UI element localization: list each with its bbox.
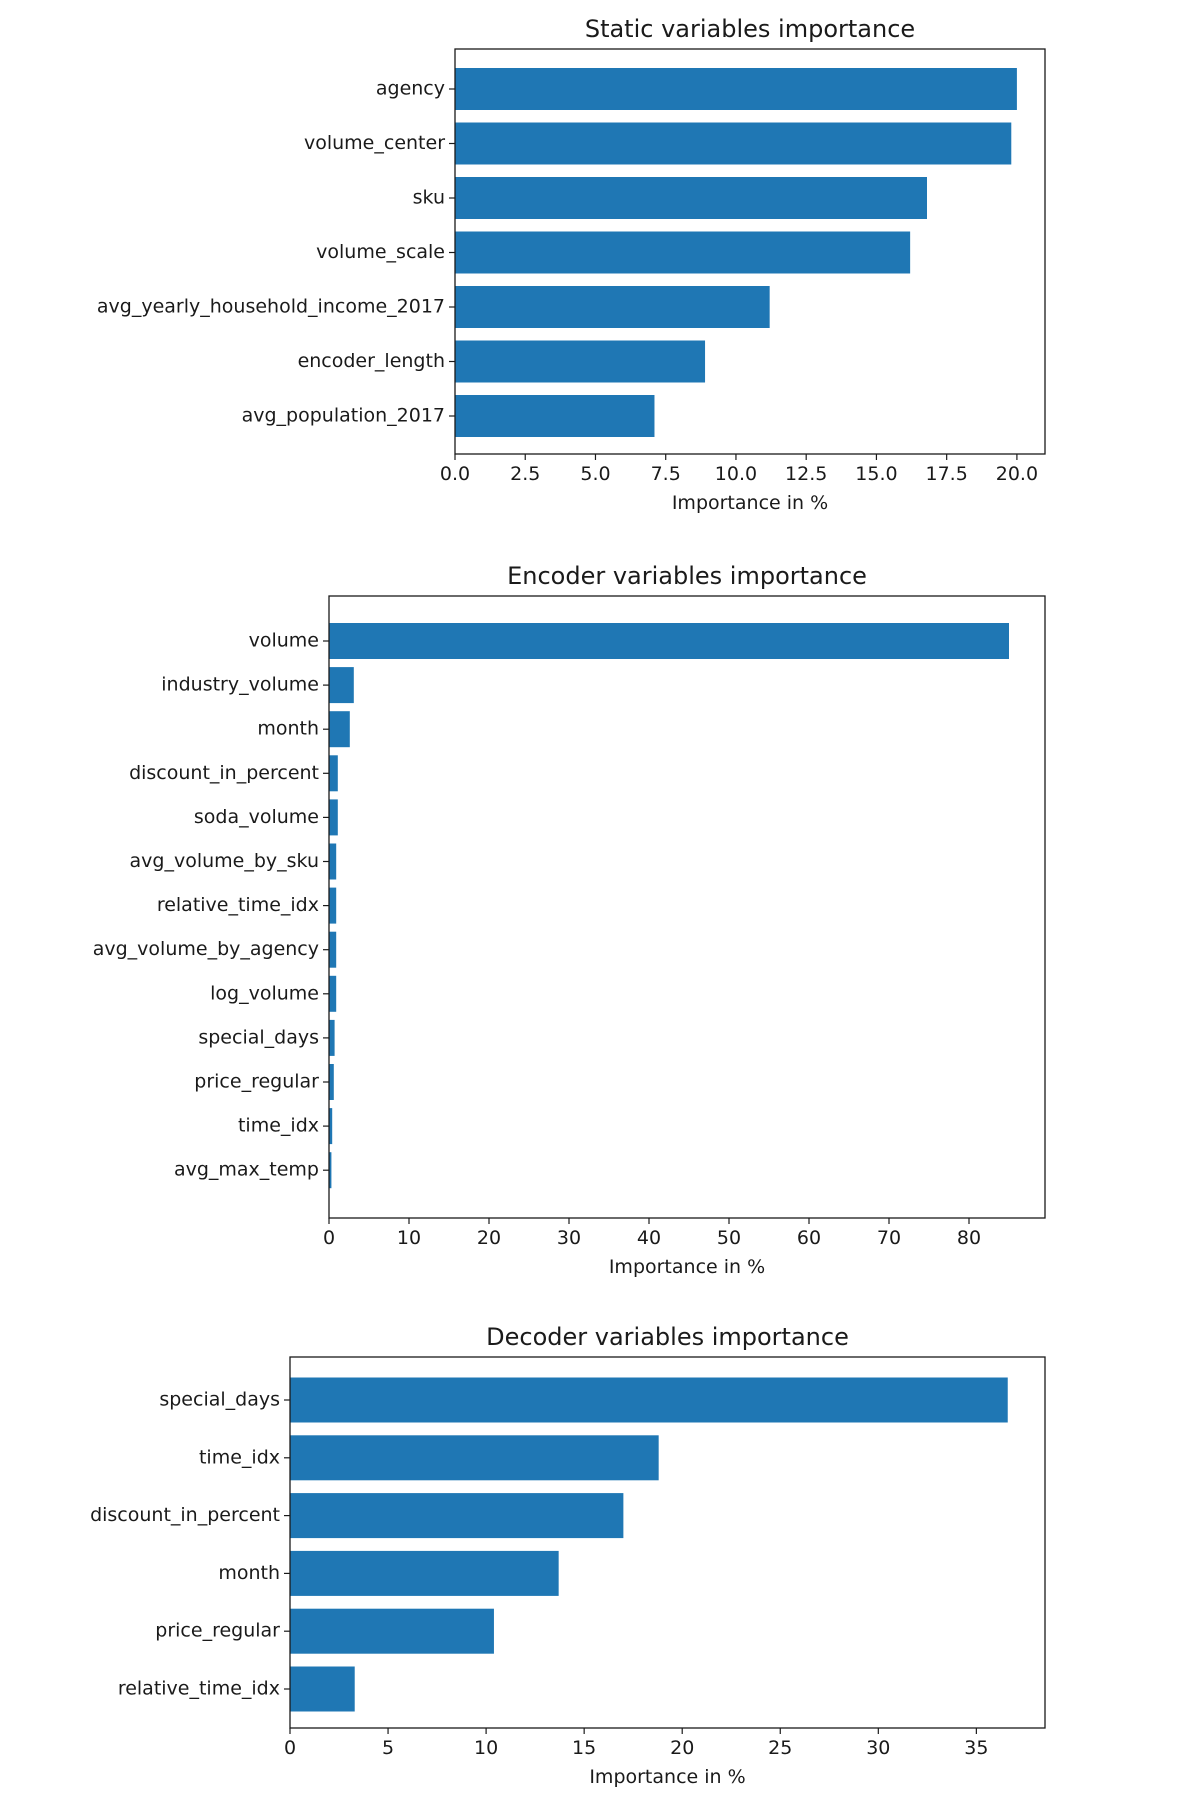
chart-3: Decoder variables importance special_days… <box>90 1323 1046 1788</box>
x-tick-label: 20.0 <box>996 463 1038 485</box>
category-label: avg_volume_by_sku <box>130 850 320 872</box>
x-tick-label: 0 <box>323 1227 335 1249</box>
bar-soda-volume <box>329 799 338 836</box>
bar-special-days <box>290 1377 1008 1423</box>
category-label: price_regular <box>155 1620 280 1642</box>
x-tick-label: 30 <box>866 1737 890 1759</box>
category-label: time_idx <box>238 1115 319 1137</box>
category-label: special_days <box>159 1389 280 1411</box>
x-axis-label: Importance in % <box>609 1256 765 1278</box>
category-label: encoder_length <box>298 350 445 372</box>
chart-2: Encoder variables importance volume indust… <box>93 562 1046 1278</box>
category-label: month <box>218 1562 280 1584</box>
bar-avg-population-2017 <box>455 395 655 437</box>
category-label: relative_time_idx <box>157 894 319 916</box>
x-tick-label: 10 <box>474 1737 498 1759</box>
category-label: special_days <box>198 1026 319 1048</box>
bar-relative-time-idx <box>290 1666 355 1712</box>
bar-price-regular <box>329 1064 334 1100</box>
bar-month <box>329 711 350 748</box>
bar-agency <box>455 68 1017 110</box>
x-tick-label: 10 <box>397 1227 421 1249</box>
category-label: avg_max_temp <box>174 1159 319 1181</box>
bar-month <box>290 1550 559 1596</box>
bar-industry-volume <box>329 667 354 704</box>
plot-frame <box>328 595 1046 1219</box>
category-label: volume_center <box>304 132 445 154</box>
x-tick-label: 0 <box>284 1737 296 1759</box>
plot-frame <box>454 48 1046 455</box>
bar-sku <box>455 177 927 219</box>
category-label: month <box>257 718 319 740</box>
category-label: volume_scale <box>316 241 445 263</box>
x-tick-label: 17.5 <box>926 463 968 485</box>
category-label: industry_volume <box>161 674 319 696</box>
chart-1: Static variables importance agency volume_… <box>97 15 1046 514</box>
bar-volume-scale <box>455 231 911 274</box>
category-label: avg_volume_by_agency <box>93 938 319 960</box>
category-label: discount_in_percent <box>129 762 319 784</box>
bar-relative-time-idx <box>329 887 337 924</box>
bar-special-days <box>329 1019 335 1056</box>
bar-avg-max-temp <box>329 1152 332 1189</box>
category-label: avg_yearly_household_income_2017 <box>97 296 445 318</box>
x-tick-label: 12.5 <box>785 463 827 485</box>
x-tick-label: 60 <box>797 1227 821 1249</box>
chart-title: Static variables importance <box>585 15 915 43</box>
bar-avg-yearly-household-income-2017 <box>455 286 770 328</box>
plot-frame <box>289 1356 1046 1729</box>
x-tick-label: 80 <box>957 1227 981 1249</box>
x-tick-label: 15 <box>572 1737 596 1759</box>
x-tick-label: 40 <box>637 1227 661 1249</box>
x-tick-label: 50 <box>717 1227 741 1249</box>
x-tick-label: 0.0 <box>440 463 470 485</box>
bar-price-regular <box>290 1608 494 1654</box>
category-label: volume <box>249 630 319 652</box>
chart-title: Encoder variables importance <box>507 562 867 590</box>
x-tick-label: 10.0 <box>715 463 757 485</box>
bar-volume <box>329 623 1009 659</box>
category-label: avg_population_2017 <box>242 405 445 427</box>
bar-discount-in-percent <box>329 755 338 792</box>
x-tick-label: 5.0 <box>580 463 610 485</box>
category-label: relative_time_idx <box>118 1678 280 1700</box>
category-label: time_idx <box>199 1446 280 1468</box>
x-axis-label: Importance in % <box>589 1766 745 1788</box>
category-label: sku <box>413 187 445 209</box>
x-tick-label: 35 <box>964 1737 988 1759</box>
x-tick-label: 25 <box>768 1737 792 1759</box>
category-label: log_volume <box>210 982 319 1004</box>
bar-discount-in-percent <box>290 1493 624 1539</box>
x-tick-label: 5 <box>382 1737 394 1759</box>
bar-time-idx <box>290 1435 659 1481</box>
bar-log-volume <box>329 975 337 1012</box>
bar-avg-volume-by-agency <box>329 931 337 968</box>
x-axis-label: Importance in % <box>672 492 828 514</box>
bar-time-idx <box>329 1108 333 1145</box>
x-tick-label: 15.0 <box>855 463 897 485</box>
x-tick-label: 7.5 <box>651 463 681 485</box>
bar-encoder-length <box>455 340 706 383</box>
category-label: soda_volume <box>194 806 319 828</box>
x-tick-label: 2.5 <box>510 463 540 485</box>
chart-title: Decoder variables importance <box>486 1323 849 1351</box>
x-tick-label: 70 <box>877 1227 901 1249</box>
category-label: agency <box>376 78 445 100</box>
bar-volume-center <box>455 122 1012 165</box>
category-label: price_regular <box>194 1071 319 1093</box>
x-tick-label: 20 <box>477 1227 501 1249</box>
category-label: discount_in_percent <box>90 1504 280 1526</box>
x-tick-label: 30 <box>557 1227 581 1249</box>
x-tick-label: 20 <box>670 1737 694 1759</box>
bar-avg-volume-by-sku <box>329 843 337 880</box>
